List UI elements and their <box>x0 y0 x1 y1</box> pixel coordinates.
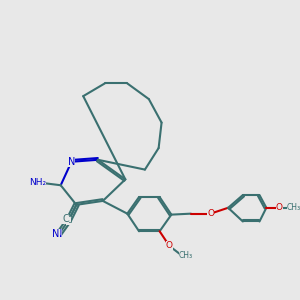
Text: C: C <box>66 216 71 225</box>
Text: CH₃: CH₃ <box>286 203 300 212</box>
Text: O: O <box>166 242 173 250</box>
Text: C: C <box>62 214 69 224</box>
Text: N: N <box>55 229 62 239</box>
Text: CH₃: CH₃ <box>178 251 193 260</box>
Text: N: N <box>52 229 59 239</box>
Text: NH₂: NH₂ <box>28 178 46 187</box>
Text: O: O <box>207 209 214 218</box>
Text: O: O <box>276 203 283 212</box>
Text: N: N <box>68 157 75 167</box>
